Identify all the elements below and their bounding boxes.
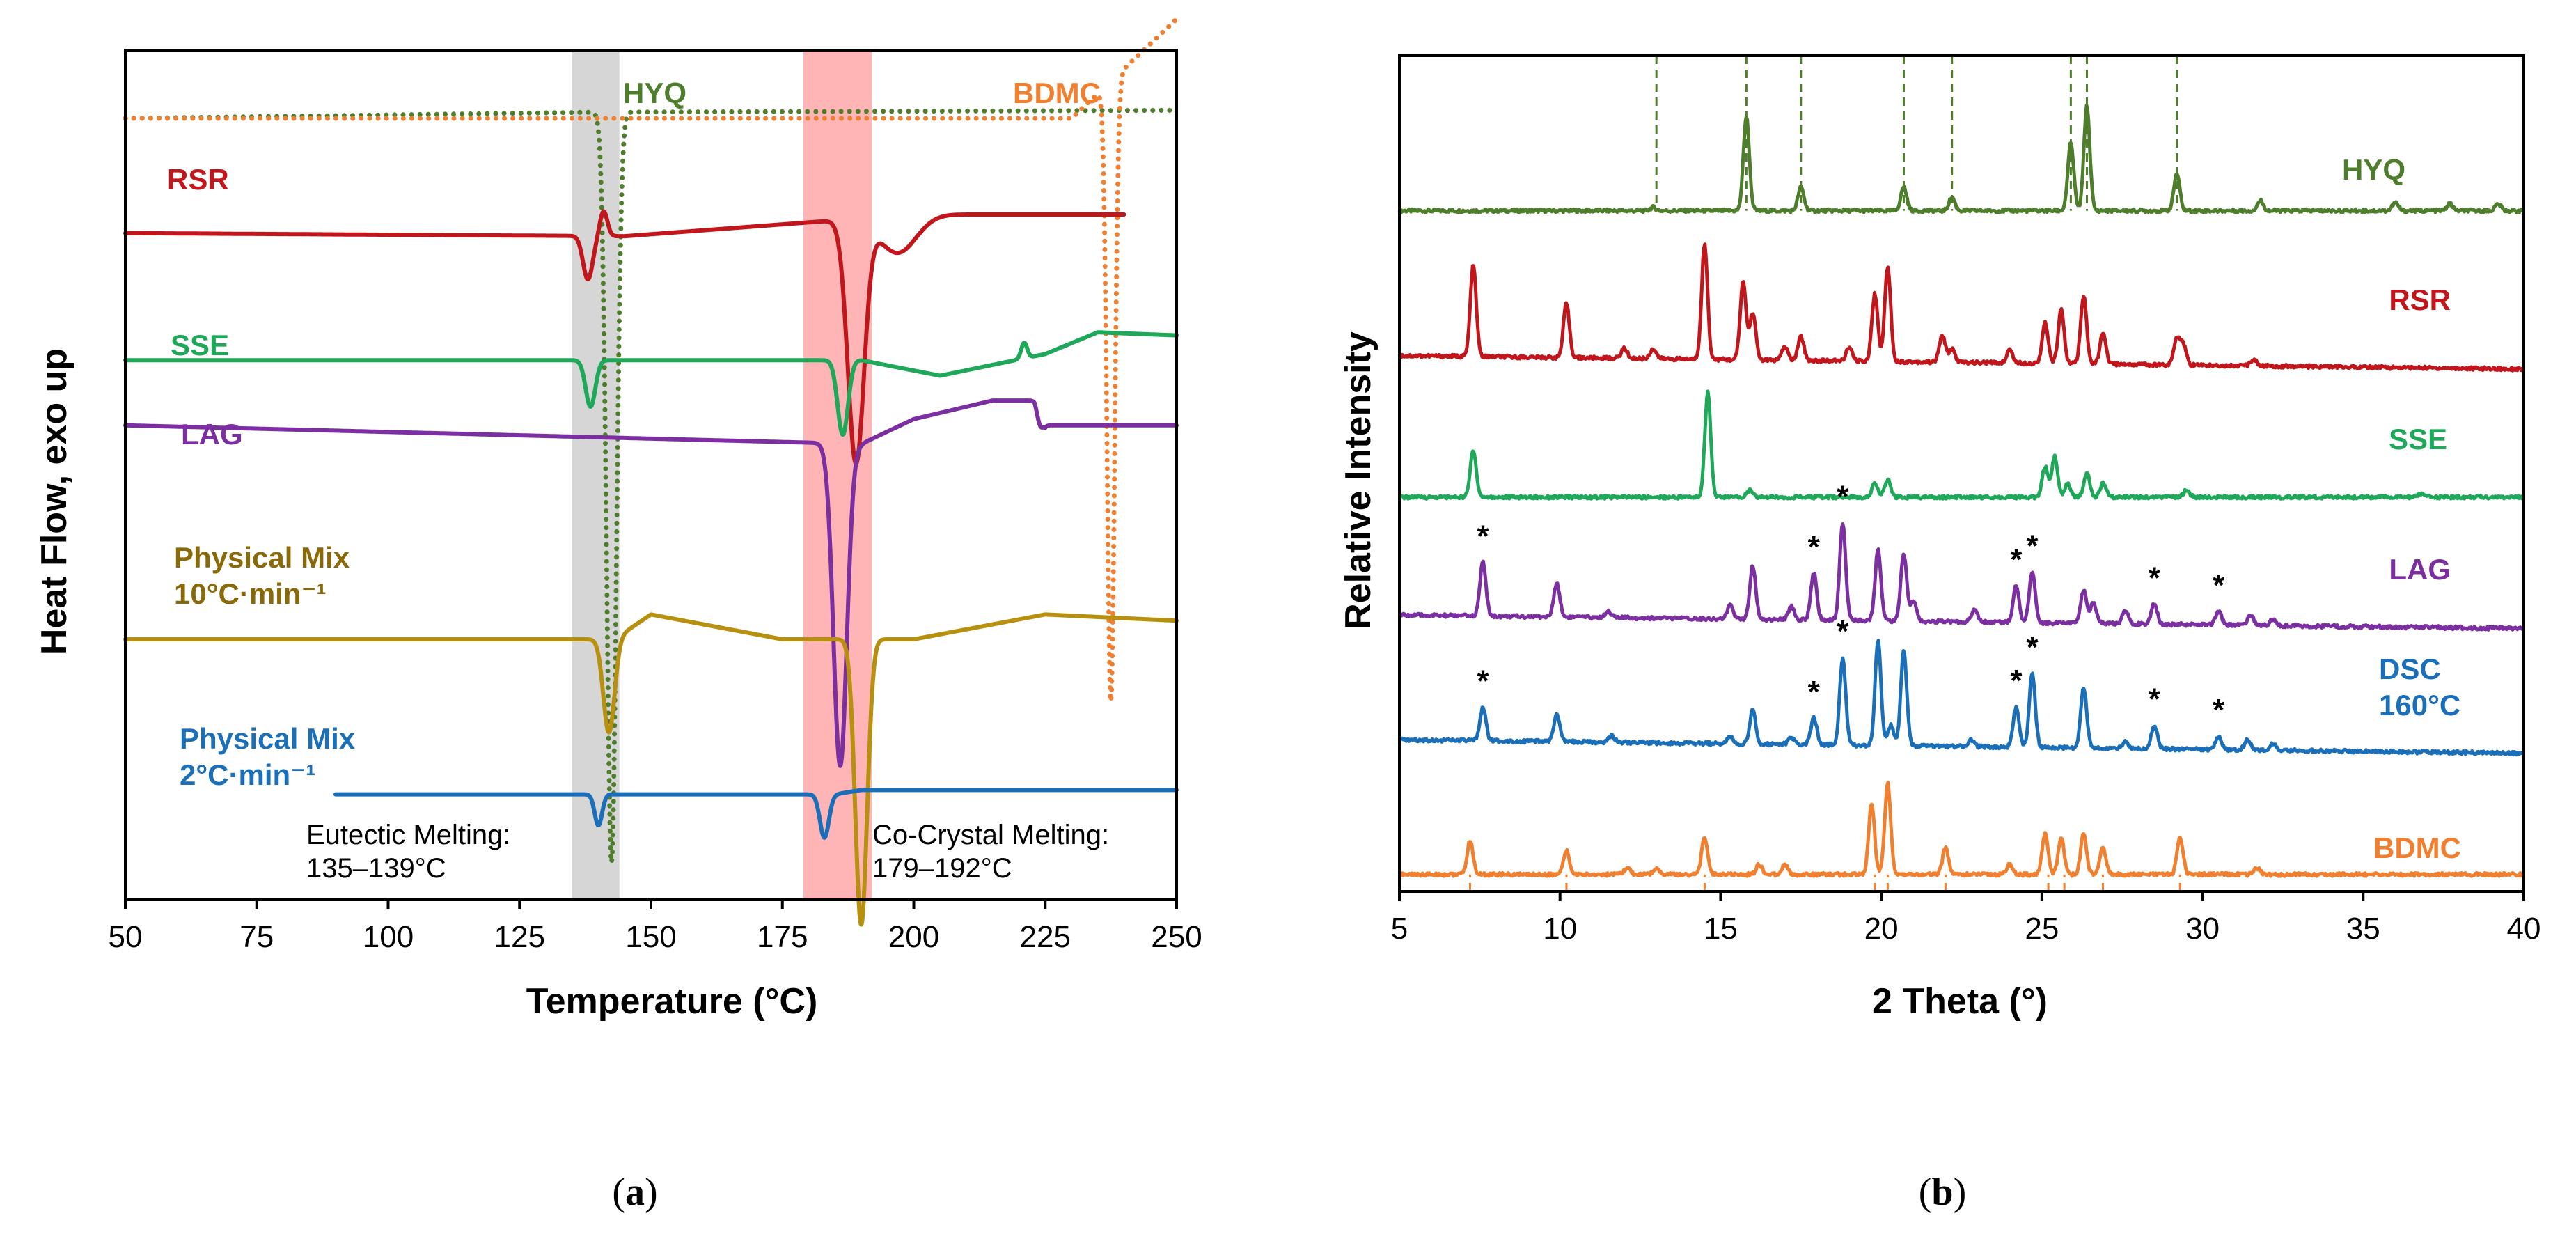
xrpd-trace-sse: [1398, 389, 2525, 501]
xrpd-series-labels: HYQ RSR SSE LAG DSC 160°C BDMC: [2342, 153, 2461, 864]
xrpd-label-rsr: RSR: [2389, 283, 2451, 316]
xrpd-x-tick-label: 25: [2025, 912, 2059, 946]
xrpd-trace-rsr: [1397, 242, 2525, 373]
xrpd-x-tick-label: 20: [1864, 912, 1899, 946]
dsc-caption-open: (: [612, 1171, 625, 1214]
xrpd-y-axis-title: Relative Intensity: [1338, 331, 1379, 630]
xrpd-x-axis-title: 2 Theta (°): [1872, 981, 2048, 1022]
xrpd-caption: (b): [1919, 1171, 1966, 1214]
xrpd-caption-close: ): [1954, 1171, 1967, 1214]
dsc-trace-physical-mix-10-c-min: [123, 612, 1179, 927]
dsc-label-physical-mix-2: Physical Mix 2°C·min⁻¹: [180, 722, 356, 791]
dsc-x-tick-label: 50: [109, 920, 143, 954]
dsc-label-sse: SSE: [171, 329, 229, 361]
xrpd-series-group: [1397, 103, 2525, 878]
xrpd-x-tick-label: 10: [1543, 912, 1577, 946]
xrpd-label-hyq: HYQ: [2342, 153, 2405, 186]
dsc-caption: (a): [612, 1171, 657, 1214]
xrpd-panel: Relative Intensity 2 Theta (°) * *** ** ** *…: [1338, 54, 2541, 1214]
dsc-160-line-1: DSC: [2379, 653, 2441, 685]
dsc-x-tick-label: 150: [625, 920, 676, 954]
xrpd-x-tick-label: 35: [2346, 912, 2380, 946]
xrpd-x-tick-label: 40: [2507, 912, 2541, 946]
co-crystal-melting-annotation: Co-Crystal Melting: 179–192°C: [872, 820, 1109, 884]
xrpd-caption-letter: b: [1931, 1171, 1953, 1214]
xrpd-asterisks: * *** ** ** ***** *: [1477, 480, 2225, 727]
asterisk-dsc-160-c: *: [2026, 630, 2039, 664]
dsc-x-ticks: 50 75 100 125 150 175 200 225 250: [109, 900, 1202, 954]
dsc-trace-hyq: [123, 107, 1179, 865]
dsc-label-hyq: HYQ: [623, 77, 686, 109]
co-crystal-melting-line-2: 179–192°C: [872, 853, 1012, 884]
asterisk-lag: *: [1477, 519, 1489, 553]
dsc-annotations: Eutectic Melting: 135–139°C Co-Crystal Me…: [306, 820, 1109, 884]
xrpd-label-dsc-160: DSC 160°C: [2379, 653, 2460, 721]
dsc-trace-sse: [123, 330, 1179, 437]
eutectic-melting-line-2: 135–139°C: [306, 853, 446, 884]
asterisk-dsc-160-c: *: [1477, 664, 1489, 698]
dsc-trace-rsr: [123, 209, 1126, 466]
asterisk-lag: *: [2010, 542, 2023, 577]
dsc-x-axis-title: Temperature (°C): [526, 981, 818, 1022]
dsc-x-tick-label: 200: [888, 920, 939, 954]
xrpd-trace-hyq: [1397, 103, 2524, 214]
asterisk-dsc-160-c: *: [2010, 664, 2023, 698]
dsc-160-line-2: 160°C: [2379, 689, 2460, 721]
dsc-label-rsr: RSR: [167, 163, 229, 196]
co-crystal-melting-band: [803, 50, 872, 900]
dsc-label-lag: LAG: [181, 418, 243, 451]
dsc-trace-lag: [123, 398, 1179, 768]
asterisk-lag: *: [1808, 530, 1821, 564]
xrpd-x-tick-label: 5: [1391, 912, 1408, 946]
co-crystal-melting-line-1: Co-Crystal Melting:: [872, 820, 1109, 850]
asterisk-dsc-160-c: *: [1808, 675, 1821, 709]
asterisk-lag: *: [2149, 561, 2161, 595]
asterisk-dsc-160-c: *: [1837, 614, 1849, 648]
dsc-caption-close: ): [645, 1171, 658, 1214]
dsc-x-tick-label: 125: [494, 920, 545, 954]
xrpd-label-lag: LAG: [2389, 553, 2451, 586]
dsc-x-tick-label: 175: [757, 920, 808, 954]
asterisk-lag: *: [2213, 568, 2225, 602]
dsc-series-labels: HYQ BDMC RSR SSE LAG Physical Mix 10°C·mi…: [167, 77, 1101, 791]
dsc-trace-bdmc: [123, 17, 1179, 704]
xrpd-plot-frame: [1398, 54, 2525, 893]
dsc-series-group: [123, 17, 1179, 927]
asterisk-lag: *: [2026, 529, 2039, 563]
physical-mix-10-line-2: 10°C·min⁻¹: [174, 577, 327, 610]
xrpd-trace-dsc-160-c: [1398, 639, 2524, 757]
dsc-bands: [572, 50, 872, 900]
dsc-x-tick-label: 100: [363, 920, 414, 954]
xrpd-label-sse: SSE: [2389, 423, 2447, 455]
xrpd-x-ticks: 5 10 15 20 25 30 35 40: [1391, 891, 2541, 946]
xrpd-x-tick-label: 15: [1704, 912, 1738, 946]
physical-mix-2-line-2: 2°C·min⁻¹: [180, 758, 315, 791]
dsc-plot-frame: [124, 49, 1178, 901]
eutectic-melting-line-1: Eutectic Melting:: [306, 820, 510, 850]
dsc-trace-physical-mix-2-c-min: [333, 788, 1179, 840]
dsc-panel: Heat Flow, exo up Temperature (°C) 50 75 1…: [34, 17, 1202, 1214]
dsc-label-bdmc: BDMC: [1013, 77, 1101, 109]
dsc-x-tick-label: 75: [239, 920, 274, 954]
dsc-label-physical-mix-10: Physical Mix 10°C·min⁻¹: [174, 541, 350, 610]
physical-mix-10-line-1: Physical Mix: [174, 541, 350, 574]
eutectic-melting-band: [572, 50, 620, 900]
xrpd-trace-bdmc: [1398, 781, 2524, 878]
dsc-y-axis-title: Heat Flow, exo up: [34, 348, 74, 655]
physical-mix-2-line-1: Physical Mix: [180, 722, 356, 755]
dsc-caption-letter: a: [625, 1171, 645, 1214]
dsc-x-tick-label: 225: [1020, 920, 1071, 954]
asterisk-dsc-160-c: *: [2149, 682, 2161, 717]
xrpd-trace-lag: [1397, 522, 2524, 632]
asterisk-lag: *: [1837, 480, 1849, 514]
xrpd-label-bdmc: BDMC: [2373, 832, 2461, 864]
eutectic-melting-annotation: Eutectic Melting: 135–139°C: [306, 820, 510, 884]
dsc-x-tick-label: 250: [1151, 920, 1202, 954]
xrpd-x-tick-label: 30: [2185, 912, 2220, 946]
xrpd-caption-open: (: [1919, 1171, 1932, 1214]
asterisk-dsc-160-c: *: [2213, 693, 2225, 727]
